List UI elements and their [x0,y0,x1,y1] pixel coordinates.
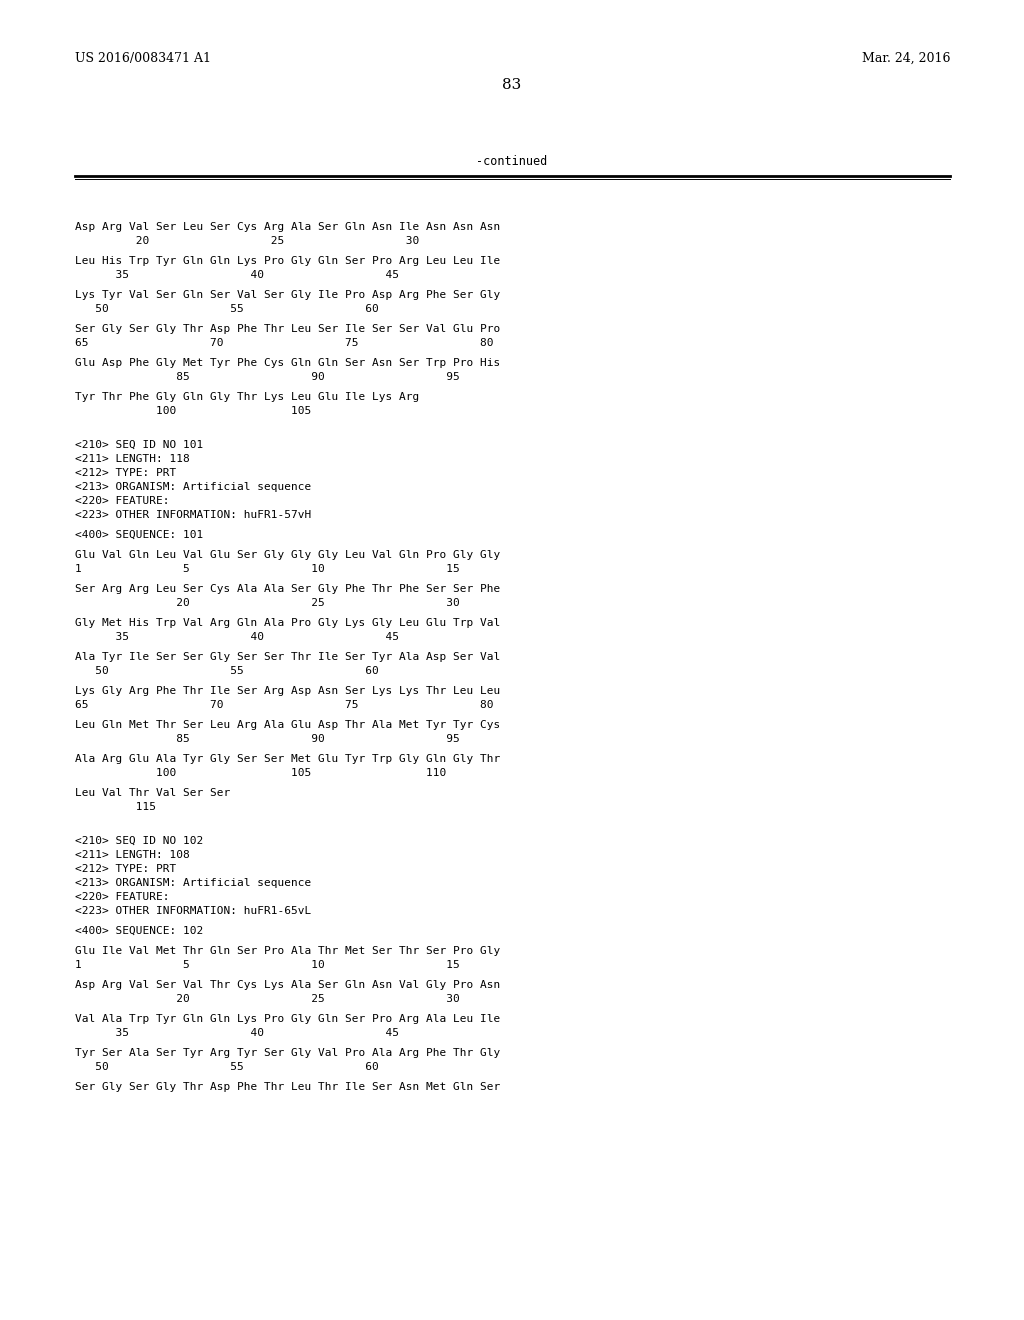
Text: Ala Arg Glu Ala Tyr Gly Ser Ser Met Glu Tyr Trp Gly Gln Gly Thr: Ala Arg Glu Ala Tyr Gly Ser Ser Met Glu … [75,754,501,764]
Text: 1               5                  10                  15: 1 5 10 15 [75,564,460,574]
Text: <213> ORGANISM: Artificial sequence: <213> ORGANISM: Artificial sequence [75,482,311,492]
Text: Asp Arg Val Ser Val Thr Cys Lys Ala Ser Gln Asn Val Gly Pro Asn: Asp Arg Val Ser Val Thr Cys Lys Ala Ser … [75,979,501,990]
Text: Glu Ile Val Met Thr Gln Ser Pro Ala Thr Met Ser Thr Ser Pro Gly: Glu Ile Val Met Thr Gln Ser Pro Ala Thr … [75,946,501,956]
Text: <223> OTHER INFORMATION: huFR1-65vL: <223> OTHER INFORMATION: huFR1-65vL [75,906,311,916]
Text: Mar. 24, 2016: Mar. 24, 2016 [861,51,950,65]
Text: -continued: -continued [476,154,548,168]
Text: Glu Val Gln Leu Val Glu Ser Gly Gly Gly Leu Val Gln Pro Gly Gly: Glu Val Gln Leu Val Glu Ser Gly Gly Gly … [75,550,501,560]
Text: Ser Arg Arg Leu Ser Cys Ala Ala Ser Gly Phe Thr Phe Ser Ser Phe: Ser Arg Arg Leu Ser Cys Ala Ala Ser Gly … [75,583,501,594]
Text: 50                  55                  60: 50 55 60 [75,1063,379,1072]
Text: <211> LENGTH: 118: <211> LENGTH: 118 [75,454,189,465]
Text: 100                 105                 110: 100 105 110 [75,768,446,777]
Text: 35                  40                  45: 35 40 45 [75,271,399,280]
Text: <211> LENGTH: 108: <211> LENGTH: 108 [75,850,189,861]
Text: 20                  25                  30: 20 25 30 [75,994,460,1005]
Text: Val Ala Trp Tyr Gln Gln Lys Pro Gly Gln Ser Pro Arg Ala Leu Ile: Val Ala Trp Tyr Gln Gln Lys Pro Gly Gln … [75,1014,501,1024]
Text: 85                  90                  95: 85 90 95 [75,734,460,744]
Text: Ser Gly Ser Gly Thr Asp Phe Thr Leu Ser Ile Ser Ser Val Glu Pro: Ser Gly Ser Gly Thr Asp Phe Thr Leu Ser … [75,323,501,334]
Text: Gly Met His Trp Val Arg Gln Ala Pro Gly Lys Gly Leu Glu Trp Val: Gly Met His Trp Val Arg Gln Ala Pro Gly … [75,618,501,628]
Text: <223> OTHER INFORMATION: huFR1-57vH: <223> OTHER INFORMATION: huFR1-57vH [75,510,311,520]
Text: Lys Gly Arg Phe Thr Ile Ser Arg Asp Asn Ser Lys Lys Thr Leu Leu: Lys Gly Arg Phe Thr Ile Ser Arg Asp Asn … [75,686,501,696]
Text: <212> TYPE: PRT: <212> TYPE: PRT [75,469,176,478]
Text: Leu His Trp Tyr Gln Gln Lys Pro Gly Gln Ser Pro Arg Leu Leu Ile: Leu His Trp Tyr Gln Gln Lys Pro Gly Gln … [75,256,501,267]
Text: 83: 83 [503,78,521,92]
Text: <213> ORGANISM: Artificial sequence: <213> ORGANISM: Artificial sequence [75,878,311,888]
Text: Asp Arg Val Ser Leu Ser Cys Arg Ala Ser Gln Asn Ile Asn Asn Asn: Asp Arg Val Ser Leu Ser Cys Arg Ala Ser … [75,222,501,232]
Text: Ser Gly Ser Gly Thr Asp Phe Thr Leu Thr Ile Ser Asn Met Gln Ser: Ser Gly Ser Gly Thr Asp Phe Thr Leu Thr … [75,1082,501,1092]
Text: Tyr Thr Phe Gly Gln Gly Thr Lys Leu Glu Ile Lys Arg: Tyr Thr Phe Gly Gln Gly Thr Lys Leu Glu … [75,392,419,403]
Text: Glu Asp Phe Gly Met Tyr Phe Cys Gln Gln Ser Asn Ser Trp Pro His: Glu Asp Phe Gly Met Tyr Phe Cys Gln Gln … [75,358,501,368]
Text: 65                  70                  75                  80: 65 70 75 80 [75,338,494,348]
Text: <400> SEQUENCE: 101: <400> SEQUENCE: 101 [75,531,203,540]
Text: 35                  40                  45: 35 40 45 [75,1028,399,1038]
Text: 35                  40                  45: 35 40 45 [75,632,399,642]
Text: Ala Tyr Ile Ser Ser Gly Ser Ser Thr Ile Ser Tyr Ala Asp Ser Val: Ala Tyr Ile Ser Ser Gly Ser Ser Thr Ile … [75,652,501,663]
Text: Leu Gln Met Thr Ser Leu Arg Ala Glu Asp Thr Ala Met Tyr Tyr Cys: Leu Gln Met Thr Ser Leu Arg Ala Glu Asp … [75,719,501,730]
Text: <210> SEQ ID NO 101: <210> SEQ ID NO 101 [75,440,203,450]
Text: 20                  25                  30: 20 25 30 [75,598,460,609]
Text: <220> FEATURE:: <220> FEATURE: [75,496,170,506]
Text: 50                  55                  60: 50 55 60 [75,304,379,314]
Text: 65                  70                  75                  80: 65 70 75 80 [75,700,494,710]
Text: <210> SEQ ID NO 102: <210> SEQ ID NO 102 [75,836,203,846]
Text: 50                  55                  60: 50 55 60 [75,667,379,676]
Text: 20                  25                  30: 20 25 30 [75,236,419,246]
Text: Lys Tyr Val Ser Gln Ser Val Ser Gly Ile Pro Asp Arg Phe Ser Gly: Lys Tyr Val Ser Gln Ser Val Ser Gly Ile … [75,290,501,300]
Text: 85                  90                  95: 85 90 95 [75,372,460,381]
Text: <212> TYPE: PRT: <212> TYPE: PRT [75,865,176,874]
Text: <220> FEATURE:: <220> FEATURE: [75,892,170,902]
Text: 115: 115 [75,803,156,812]
Text: 1               5                  10                  15: 1 5 10 15 [75,960,460,970]
Text: 100                 105: 100 105 [75,407,311,416]
Text: Leu Val Thr Val Ser Ser: Leu Val Thr Val Ser Ser [75,788,230,799]
Text: US 2016/0083471 A1: US 2016/0083471 A1 [75,51,211,65]
Text: <400> SEQUENCE: 102: <400> SEQUENCE: 102 [75,927,203,936]
Text: Tyr Ser Ala Ser Tyr Arg Tyr Ser Gly Val Pro Ala Arg Phe Thr Gly: Tyr Ser Ala Ser Tyr Arg Tyr Ser Gly Val … [75,1048,501,1059]
